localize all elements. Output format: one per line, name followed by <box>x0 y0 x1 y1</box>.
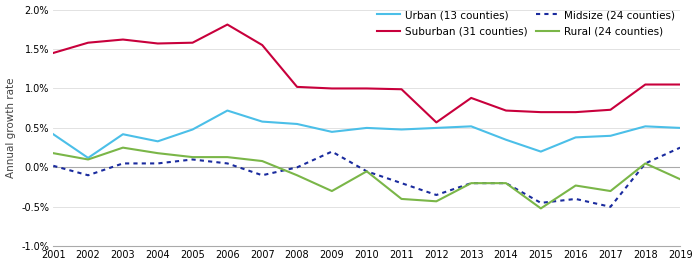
Legend: Urban (13 counties), Suburban (31 counties), Midsize (24 counties), Rural (24 co: Urban (13 counties), Suburban (31 counti… <box>377 10 675 36</box>
Y-axis label: Annual growth rate: Annual growth rate <box>6 78 15 178</box>
